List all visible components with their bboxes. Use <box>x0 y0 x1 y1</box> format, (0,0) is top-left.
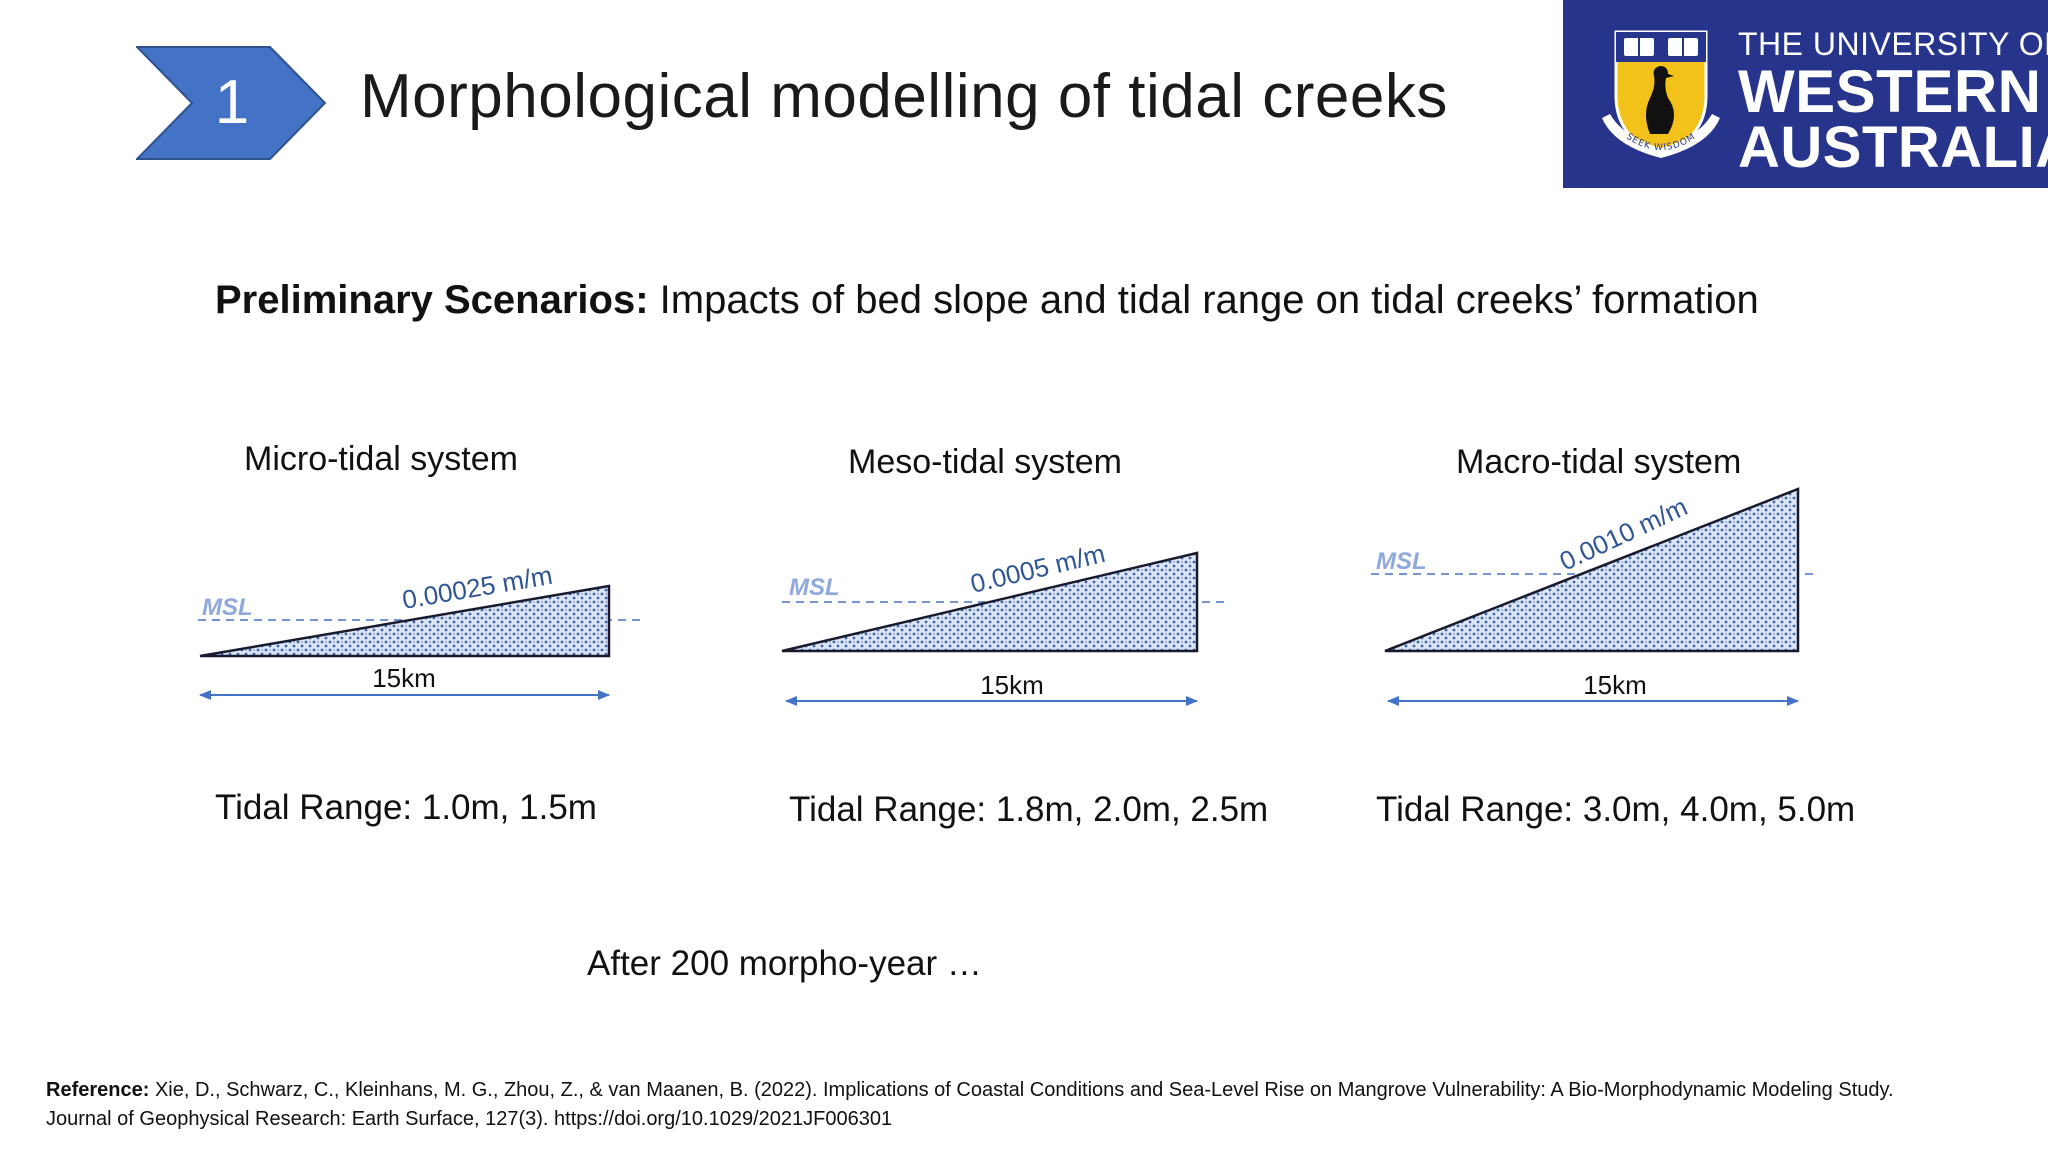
msl-label: MSL <box>789 574 840 601</box>
subtitle-rest: Impacts of bed slope and tidal range on … <box>648 278 1759 322</box>
crest-icon: SEEK WISDOM <box>1602 30 1720 158</box>
length-label: 15km <box>372 663 436 693</box>
macro-tidal-title: Macro-tidal system <box>1456 443 1742 481</box>
bed-slope-wedge <box>781 551 1199 653</box>
length-label: 15km <box>1583 670 1647 700</box>
university-logo: SEEK WISDOM THE UNIVERSITY OF WESTERN AU… <box>1563 0 2048 188</box>
subtitle-bold: Preliminary Scenarios: <box>215 278 649 322</box>
meso-tidal-diagram: MSL 0.0005 m/m 15km <box>781 538 1230 706</box>
after-morpho-years: After 200 morpho-year … <box>587 944 982 983</box>
logo-line-2: WESTERN <box>1738 58 2042 125</box>
logo-wordmark: THE UNIVERSITY OF WESTERN AUSTRALIA <box>1738 26 2048 180</box>
meso-tidal-range: Tidal Range: 1.8m, 2.0m, 2.5m <box>789 790 1269 829</box>
page-title: Morphological modelling of tidal creeks <box>360 62 1448 131</box>
reference-text: Xie, D., Schwarz, C., Kleinhans, M. G., … <box>46 1079 1894 1130</box>
micro-tidal-diagram: MSL 0.00025 m/m 15km <box>198 560 642 700</box>
msl-label: MSL <box>202 594 253 621</box>
micro-tidal-title: Micro-tidal system <box>244 440 518 478</box>
reference-citation: Reference: Xie, D., Schwarz, C., Kleinha… <box>46 1076 1946 1134</box>
bed-slope-wedge <box>1384 487 1800 653</box>
length-label: 15km <box>980 670 1044 700</box>
macro-tidal-diagram: MSL 0.0010 m/m 15km <box>1371 487 1816 706</box>
meso-tidal-title: Meso-tidal system <box>848 443 1122 481</box>
bed-slope-wedge <box>199 584 611 658</box>
step-chevron <box>136 46 326 160</box>
reference-label: Reference: <box>46 1079 150 1101</box>
msl-label: MSL <box>1376 548 1427 575</box>
macro-tidal-range: Tidal Range: 3.0m, 4.0m, 5.0m <box>1376 790 1856 829</box>
logo-line-1: THE UNIVERSITY OF <box>1738 26 2048 62</box>
micro-tidal-range: Tidal Range: 1.0m, 1.5m <box>215 788 597 827</box>
logo-line-3: AUSTRALIA <box>1738 115 2048 180</box>
scenario-subtitle: Preliminary Scenarios: Impacts of bed sl… <box>215 274 1759 326</box>
step-number: 1 <box>214 68 250 137</box>
